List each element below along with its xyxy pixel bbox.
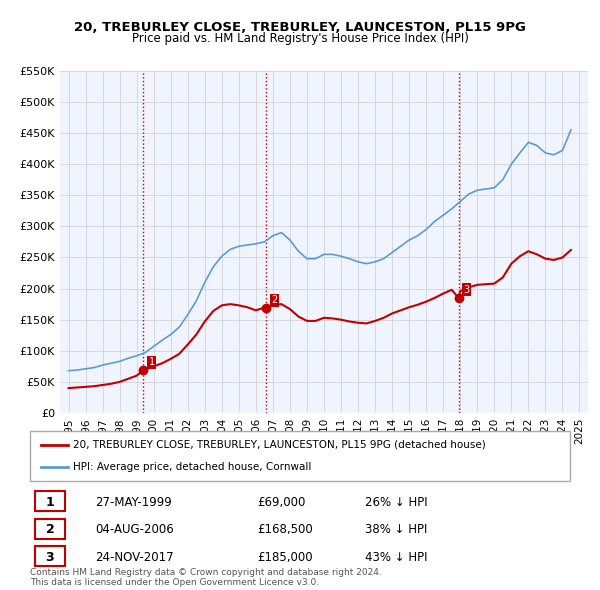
- FancyBboxPatch shape: [35, 519, 65, 539]
- Text: HPI: Average price, detached house, Cornwall: HPI: Average price, detached house, Corn…: [73, 462, 311, 472]
- Text: 3: 3: [46, 550, 54, 563]
- Text: 3: 3: [464, 285, 470, 295]
- Text: £185,000: £185,000: [257, 550, 313, 563]
- Text: 43% ↓ HPI: 43% ↓ HPI: [365, 550, 427, 563]
- FancyBboxPatch shape: [35, 491, 65, 512]
- Text: 1: 1: [46, 496, 55, 509]
- Text: 2: 2: [46, 523, 55, 536]
- Text: 38% ↓ HPI: 38% ↓ HPI: [365, 523, 427, 536]
- FancyBboxPatch shape: [30, 431, 570, 481]
- Text: 20, TREBURLEY CLOSE, TREBURLEY, LAUNCESTON, PL15 9PG (detached house): 20, TREBURLEY CLOSE, TREBURLEY, LAUNCEST…: [73, 440, 486, 450]
- Text: Price paid vs. HM Land Registry's House Price Index (HPI): Price paid vs. HM Land Registry's House …: [131, 32, 469, 45]
- Text: 27-MAY-1999: 27-MAY-1999: [95, 496, 172, 509]
- Text: 04-AUG-2006: 04-AUG-2006: [95, 523, 173, 536]
- Text: 2: 2: [271, 295, 277, 305]
- Text: Contains HM Land Registry data © Crown copyright and database right 2024.
This d: Contains HM Land Registry data © Crown c…: [30, 568, 382, 587]
- FancyBboxPatch shape: [35, 546, 65, 566]
- Text: 1: 1: [149, 357, 155, 367]
- Text: 20, TREBURLEY CLOSE, TREBURLEY, LAUNCESTON, PL15 9PG: 20, TREBURLEY CLOSE, TREBURLEY, LAUNCEST…: [74, 21, 526, 34]
- Text: £69,000: £69,000: [257, 496, 305, 509]
- Text: 24-NOV-2017: 24-NOV-2017: [95, 550, 173, 563]
- Text: £168,500: £168,500: [257, 523, 313, 536]
- Text: 26% ↓ HPI: 26% ↓ HPI: [365, 496, 427, 509]
